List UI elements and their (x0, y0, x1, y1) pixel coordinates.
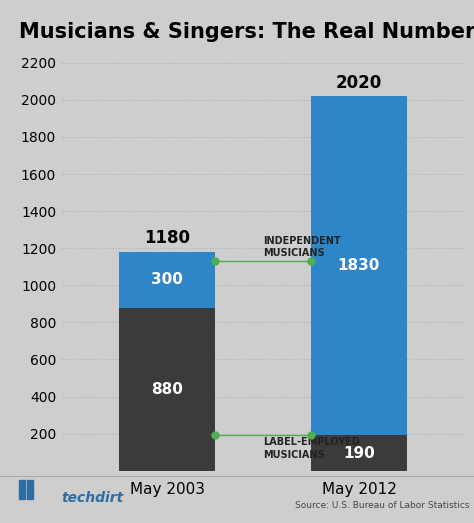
Text: 190: 190 (343, 446, 375, 461)
Text: INDEPENDENT
MUSICIANS: INDEPENDENT MUSICIANS (263, 236, 341, 258)
Text: 2020: 2020 (336, 74, 382, 92)
Text: 1830: 1830 (338, 258, 380, 274)
Text: LABEL-EMPLOYED
MUSICIANS: LABEL-EMPLOYED MUSICIANS (263, 437, 360, 460)
Bar (119, 308, 215, 471)
Text: 300: 300 (151, 272, 183, 287)
Text: 880: 880 (151, 382, 183, 396)
Bar (119, 252, 215, 308)
Text: techdirt: techdirt (62, 491, 124, 505)
Text: Musicians & Singers: The Real Numbers: Musicians & Singers: The Real Numbers (19, 21, 474, 42)
Bar (311, 96, 407, 436)
Text: Source: U.S. Bureau of Labor Statistics: Source: U.S. Bureau of Labor Statistics (295, 501, 469, 510)
Text: 1180: 1180 (144, 229, 190, 247)
Bar (311, 436, 407, 471)
